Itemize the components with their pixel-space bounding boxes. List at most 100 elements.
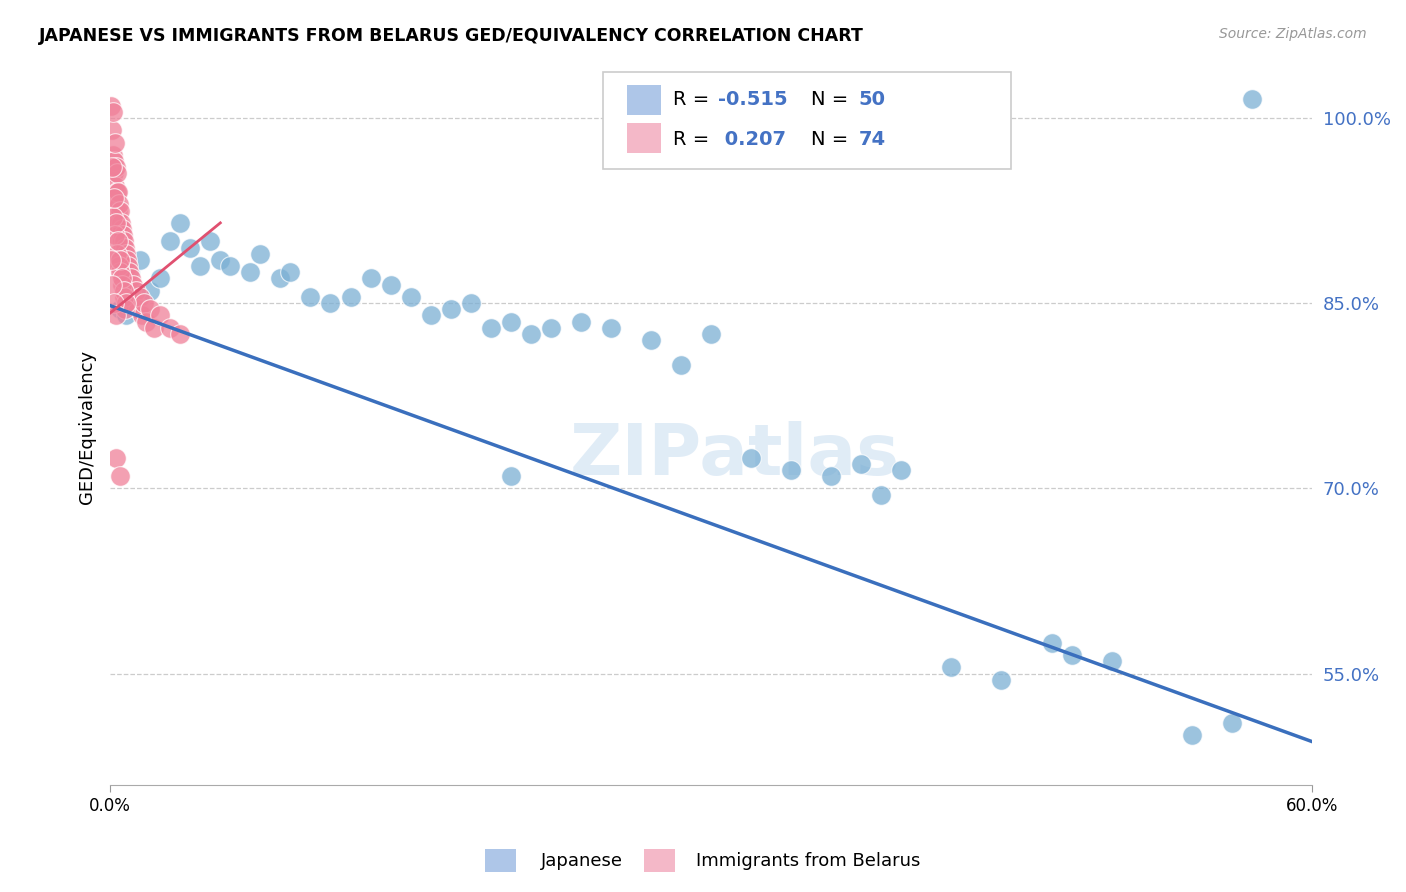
Point — [107, 216, 129, 230]
Text: Immigrants from Belarus: Immigrants from Belarus — [696, 852, 921, 870]
Point — [101, 148, 124, 162]
Point — [110, 228, 132, 243]
Point — [599, 321, 621, 335]
Point — [110, 216, 132, 230]
Point — [460, 296, 482, 310]
Point — [209, 252, 232, 267]
Point — [115, 309, 138, 323]
Point — [114, 296, 136, 310]
Point — [105, 309, 128, 323]
Point — [111, 235, 134, 249]
Point — [499, 469, 522, 483]
Text: 50: 50 — [859, 89, 886, 109]
Point — [112, 290, 135, 304]
Point — [103, 136, 125, 150]
Point — [100, 252, 122, 267]
Point — [440, 302, 463, 317]
Point — [149, 309, 172, 323]
Point — [319, 296, 342, 310]
Point — [112, 235, 135, 249]
Point — [114, 259, 136, 273]
Point — [1220, 716, 1243, 731]
Point — [120, 265, 142, 279]
Text: R =: R = — [672, 89, 716, 109]
Point — [870, 487, 893, 501]
FancyBboxPatch shape — [627, 85, 661, 115]
Point — [1181, 728, 1204, 742]
FancyBboxPatch shape — [627, 123, 661, 153]
Point — [149, 271, 172, 285]
Point — [121, 290, 143, 304]
Point — [103, 296, 125, 310]
Text: JAPANESE VS IMMIGRANTS FROM BELARUS GED/EQUIVALENCY CORRELATION CHART: JAPANESE VS IMMIGRANTS FROM BELARUS GED/… — [39, 27, 865, 45]
Point — [339, 290, 361, 304]
Point — [125, 284, 148, 298]
Point — [112, 246, 135, 260]
Point — [280, 265, 302, 279]
Point — [569, 315, 592, 329]
FancyBboxPatch shape — [603, 72, 1011, 169]
Point — [112, 284, 135, 298]
Point — [117, 277, 139, 292]
Point — [269, 271, 291, 285]
Text: N =: N = — [811, 89, 855, 109]
Point — [139, 302, 162, 317]
Point — [990, 673, 1012, 687]
Point — [101, 123, 124, 137]
Point — [111, 241, 134, 255]
Point — [120, 271, 142, 285]
Point — [700, 326, 723, 341]
Point — [111, 277, 134, 292]
Text: 74: 74 — [859, 130, 886, 149]
Point — [249, 246, 271, 260]
Point — [740, 450, 762, 465]
Point — [108, 265, 131, 279]
Point — [122, 296, 145, 310]
Point — [941, 660, 963, 674]
Point — [120, 284, 142, 298]
Point — [135, 315, 157, 329]
Point — [239, 265, 262, 279]
Point — [112, 228, 135, 243]
Point — [419, 309, 441, 323]
Point — [399, 290, 422, 304]
Point — [108, 197, 131, 211]
Point — [851, 457, 873, 471]
Point — [780, 463, 803, 477]
Point — [108, 252, 131, 267]
Point — [179, 241, 201, 255]
Point — [114, 302, 136, 317]
Point — [169, 216, 191, 230]
Point — [108, 469, 131, 483]
Point — [890, 463, 912, 477]
Point — [105, 185, 128, 199]
Point — [118, 265, 141, 279]
Point — [104, 161, 127, 175]
Point — [1040, 636, 1063, 650]
Point — [100, 161, 122, 175]
Point — [104, 216, 127, 230]
Point — [820, 469, 842, 483]
Point — [101, 210, 124, 224]
Point — [169, 326, 191, 341]
Text: -0.515: -0.515 — [718, 89, 787, 109]
Point — [107, 203, 129, 218]
Text: N =: N = — [811, 130, 855, 149]
Point — [122, 277, 145, 292]
Point — [499, 315, 522, 329]
Point — [103, 166, 125, 180]
Point — [360, 271, 382, 285]
Point — [107, 235, 129, 249]
Point — [101, 104, 124, 119]
Point — [105, 197, 128, 211]
Point — [540, 321, 562, 335]
Point — [100, 98, 122, 112]
Point — [159, 321, 181, 335]
Point — [127, 302, 149, 317]
Point — [111, 222, 134, 236]
Point — [129, 290, 152, 304]
Y-axis label: GED/Equivalency: GED/Equivalency — [79, 350, 96, 504]
Point — [104, 178, 127, 193]
Point — [1101, 654, 1123, 668]
Point — [111, 271, 134, 285]
